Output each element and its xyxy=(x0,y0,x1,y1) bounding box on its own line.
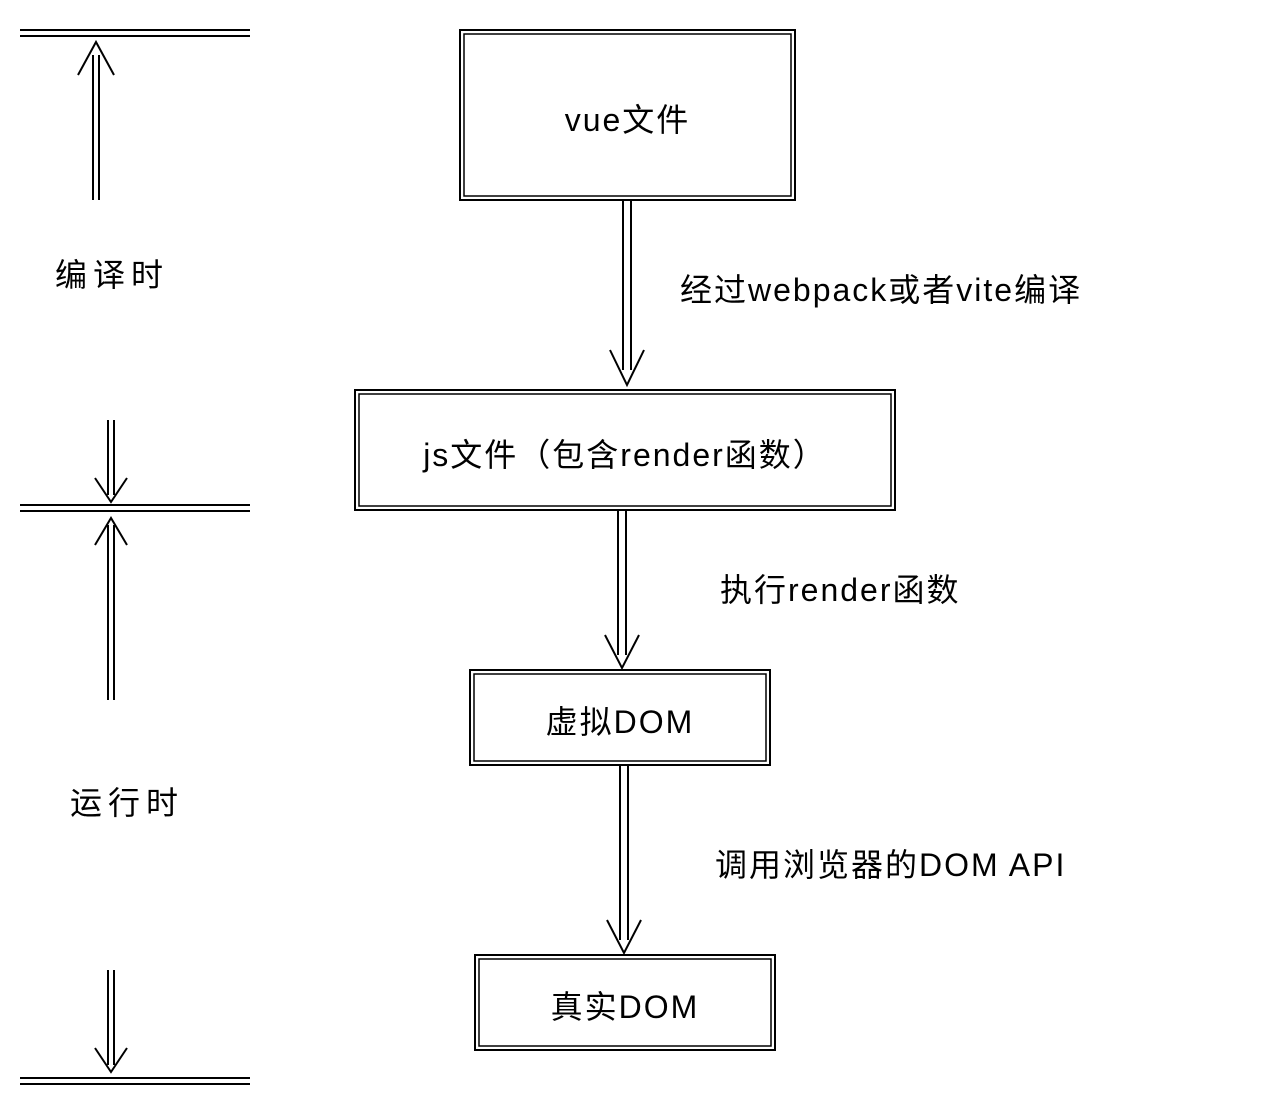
edge-vdom-rdom xyxy=(607,765,641,953)
edge-vue-js xyxy=(610,200,644,385)
phase-compile-label: 编译时 xyxy=(55,250,169,296)
edge-js-vdom xyxy=(605,510,639,668)
node-rdom-label: 真实DOM xyxy=(475,982,775,1028)
phase-arrow-up-top xyxy=(78,42,114,200)
node-vue-label: vue文件 xyxy=(460,95,795,141)
phase-mid-bar xyxy=(20,505,250,511)
node-js-label: js文件（包含render函数） xyxy=(355,430,895,476)
phase-arrow-up-mid xyxy=(95,518,127,700)
edge-label-3: 调用浏览器的DOM API xyxy=(715,840,1066,886)
phase-top-bar xyxy=(20,30,250,36)
edge-label-2: 执行render函数 xyxy=(720,565,961,611)
flowchart-canvas xyxy=(0,0,1285,1118)
phase-arrow-down-bottom xyxy=(95,970,127,1072)
phase-arrow-down-mid xyxy=(95,420,127,502)
node-vdom-label: 虚拟DOM xyxy=(470,697,770,743)
phase-bottom-bar xyxy=(20,1078,250,1084)
phase-runtime-label: 运行时 xyxy=(70,778,184,824)
edge-label-1: 经过webpack或者vite编译 xyxy=(680,265,1082,311)
